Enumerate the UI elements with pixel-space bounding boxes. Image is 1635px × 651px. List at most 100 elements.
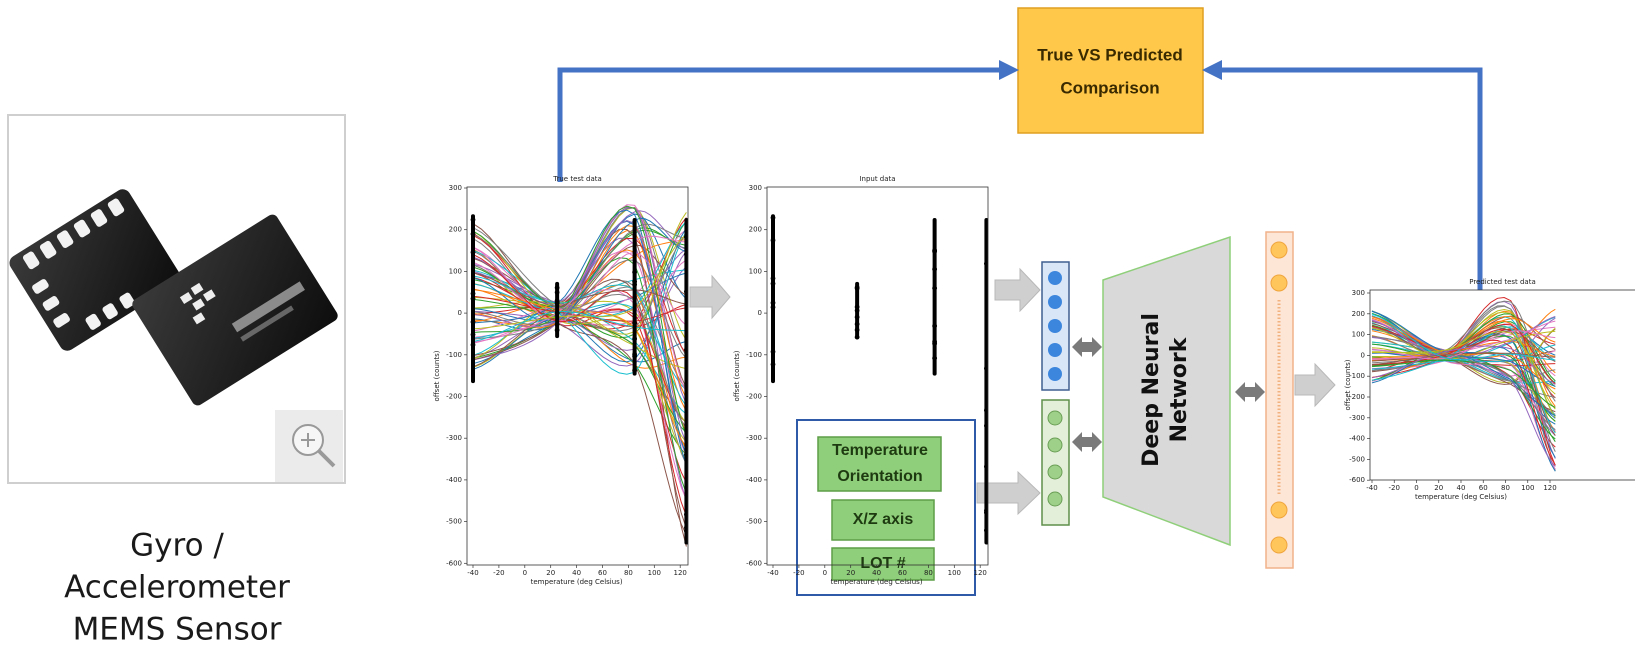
x-tick-label: 20 (546, 569, 555, 577)
decorative-dot (855, 328, 860, 333)
decorative-dot (471, 342, 476, 347)
x-tick-label: -20 (793, 569, 804, 577)
y-tick-label: 200 (449, 226, 462, 234)
x-tick-label: 60 (898, 569, 907, 577)
decorative-dot (471, 296, 476, 301)
y-tick-label: 0 (758, 309, 762, 317)
decorative-dot (771, 349, 776, 354)
x-axis-label: temperature (deg Celsius) (831, 578, 923, 586)
decorative-dot (771, 305, 776, 310)
plot-title: Input data (859, 175, 895, 183)
y-tick-label: -500 (1349, 455, 1365, 463)
feedback-arrow (560, 70, 1010, 182)
y-tick-label: -500 (746, 518, 762, 526)
decorative-dot (555, 311, 560, 316)
y-tick-label: 100 (449, 267, 462, 275)
y-tick-label: 100 (749, 267, 762, 275)
decorative-dot (471, 332, 476, 337)
plot-frame (1370, 290, 1635, 480)
x-tick-label: 40 (872, 569, 881, 577)
x-tick-label: -40 (467, 569, 478, 577)
diagram: Gyro / Accelerometer MEMS Sensor True VS… (0, 0, 1635, 651)
sensor-caption: Gyro / (130, 528, 224, 564)
x-tick-label: 120 (674, 569, 687, 577)
decorative-dot (771, 215, 776, 220)
x-tick-label: 0 (1414, 484, 1418, 492)
x-tick-label: 80 (924, 569, 933, 577)
y-tick-label: -400 (1349, 435, 1365, 443)
y-tick-label: -100 (746, 351, 762, 359)
x-tick-label: 120 (974, 569, 987, 577)
comparison-box (1018, 8, 1203, 133)
y-tick-label: 200 (749, 226, 762, 234)
plot-title: Predicted test data (1469, 278, 1536, 286)
x-tick-label: 60 (1479, 484, 1488, 492)
x-tick-label: -40 (767, 569, 778, 577)
y-tick-label: -200 (446, 393, 462, 401)
feedback-arrow (1211, 70, 1480, 290)
y-tick-label: -400 (746, 476, 762, 484)
x-tick-label: -20 (493, 569, 504, 577)
decorative-dot (771, 281, 776, 286)
decorative-dot (555, 290, 560, 295)
decorative-dot (632, 279, 637, 284)
x-tick-label: 80 (624, 569, 633, 577)
x-tick-label: 60 (598, 569, 607, 577)
dnn-label: Deep Neural (1139, 313, 1164, 467)
y-tick-label: 300 (749, 184, 762, 192)
decorative-dot (771, 300, 776, 305)
decorative-dot (771, 276, 776, 281)
x-tick-label: 100 (948, 569, 961, 577)
dnn-label: Network (1167, 336, 1192, 442)
x-tick-label: 0 (823, 569, 827, 577)
decorative-dot (632, 368, 637, 373)
decorative-dot (855, 335, 860, 340)
decorative-dot (555, 285, 560, 290)
comparison-label: True VS Predicted (1037, 45, 1183, 64)
y-tick-label: 300 (1352, 289, 1365, 297)
x-tick-label: 40 (572, 569, 581, 577)
decorative-dot (632, 336, 637, 341)
decorative-dot (855, 308, 860, 313)
x-tick-label: 40 (1457, 484, 1466, 492)
decorative-dot (555, 328, 560, 333)
decorative-dot (632, 270, 637, 275)
decorative-dot (855, 285, 860, 290)
y-tick-label: -600 (1349, 476, 1365, 484)
y-tick-label: -200 (746, 393, 762, 401)
y-tick-label: -300 (746, 434, 762, 442)
x-tick-label: 20 (846, 569, 855, 577)
sensor-caption: MEMS Sensor (73, 612, 282, 648)
decorative-dot (632, 352, 637, 357)
y-tick-label: -300 (1349, 414, 1365, 422)
x-axis-label: temperature (deg Celsius) (531, 578, 623, 586)
decorative-dot (555, 301, 560, 306)
zoom-icon[interactable] (275, 410, 343, 482)
decorative-dot (471, 320, 476, 325)
plot-area (1372, 298, 1555, 472)
y-tick-label: 300 (449, 184, 462, 192)
x-tick-label: -40 (1366, 484, 1377, 492)
input-label: Temperature (832, 442, 928, 459)
decorative-dot (771, 238, 776, 243)
y-tick-label: 100 (1352, 331, 1365, 339)
decorative-dot (932, 341, 937, 346)
y-tick-label: 0 (1361, 351, 1365, 359)
decorative-dot (632, 321, 637, 326)
decorative-dot (471, 291, 476, 296)
x-tick-label: 80 (1501, 484, 1510, 492)
y-axis-label: offset (counts) (433, 350, 441, 401)
input-label: Orientation (837, 468, 922, 485)
decorative-dot (855, 315, 860, 320)
y-tick-label: -600 (446, 559, 462, 567)
decorative-dots (933, 218, 937, 376)
y-tick-label: 200 (1352, 310, 1365, 318)
input-label: X/Z axis (853, 511, 914, 528)
y-tick-label: -400 (446, 476, 462, 484)
y-tick-label: -100 (446, 351, 462, 359)
sensor-image (6, 115, 345, 483)
decorative-dot (855, 322, 860, 327)
decorative-dot (932, 286, 937, 291)
